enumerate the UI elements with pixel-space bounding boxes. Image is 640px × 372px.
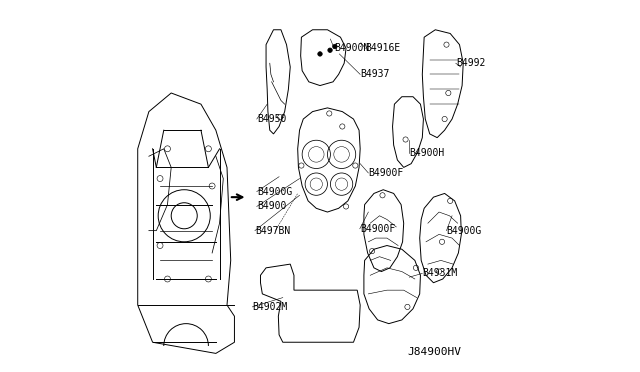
- Text: B4900F: B4900F: [369, 168, 404, 178]
- Circle shape: [333, 44, 337, 49]
- Text: B4992: B4992: [456, 58, 485, 68]
- Text: B4950: B4950: [257, 114, 286, 124]
- Text: B4900G: B4900G: [257, 187, 292, 196]
- Text: B4900F: B4900F: [360, 224, 395, 234]
- Circle shape: [318, 52, 322, 56]
- Text: B4900H: B4900H: [410, 148, 445, 157]
- Text: B4902M: B4902M: [252, 302, 287, 312]
- Text: J84900HV: J84900HV: [407, 347, 461, 357]
- Text: B4900: B4900: [257, 202, 286, 211]
- Text: B4900N: B4900N: [334, 44, 369, 53]
- Text: B497BN: B497BN: [255, 226, 290, 235]
- Circle shape: [328, 48, 332, 52]
- Text: B4900G: B4900G: [447, 226, 482, 235]
- Text: B4931M: B4931M: [422, 269, 458, 278]
- Text: B4937: B4937: [360, 70, 390, 79]
- Text: B4916E: B4916E: [365, 44, 401, 53]
